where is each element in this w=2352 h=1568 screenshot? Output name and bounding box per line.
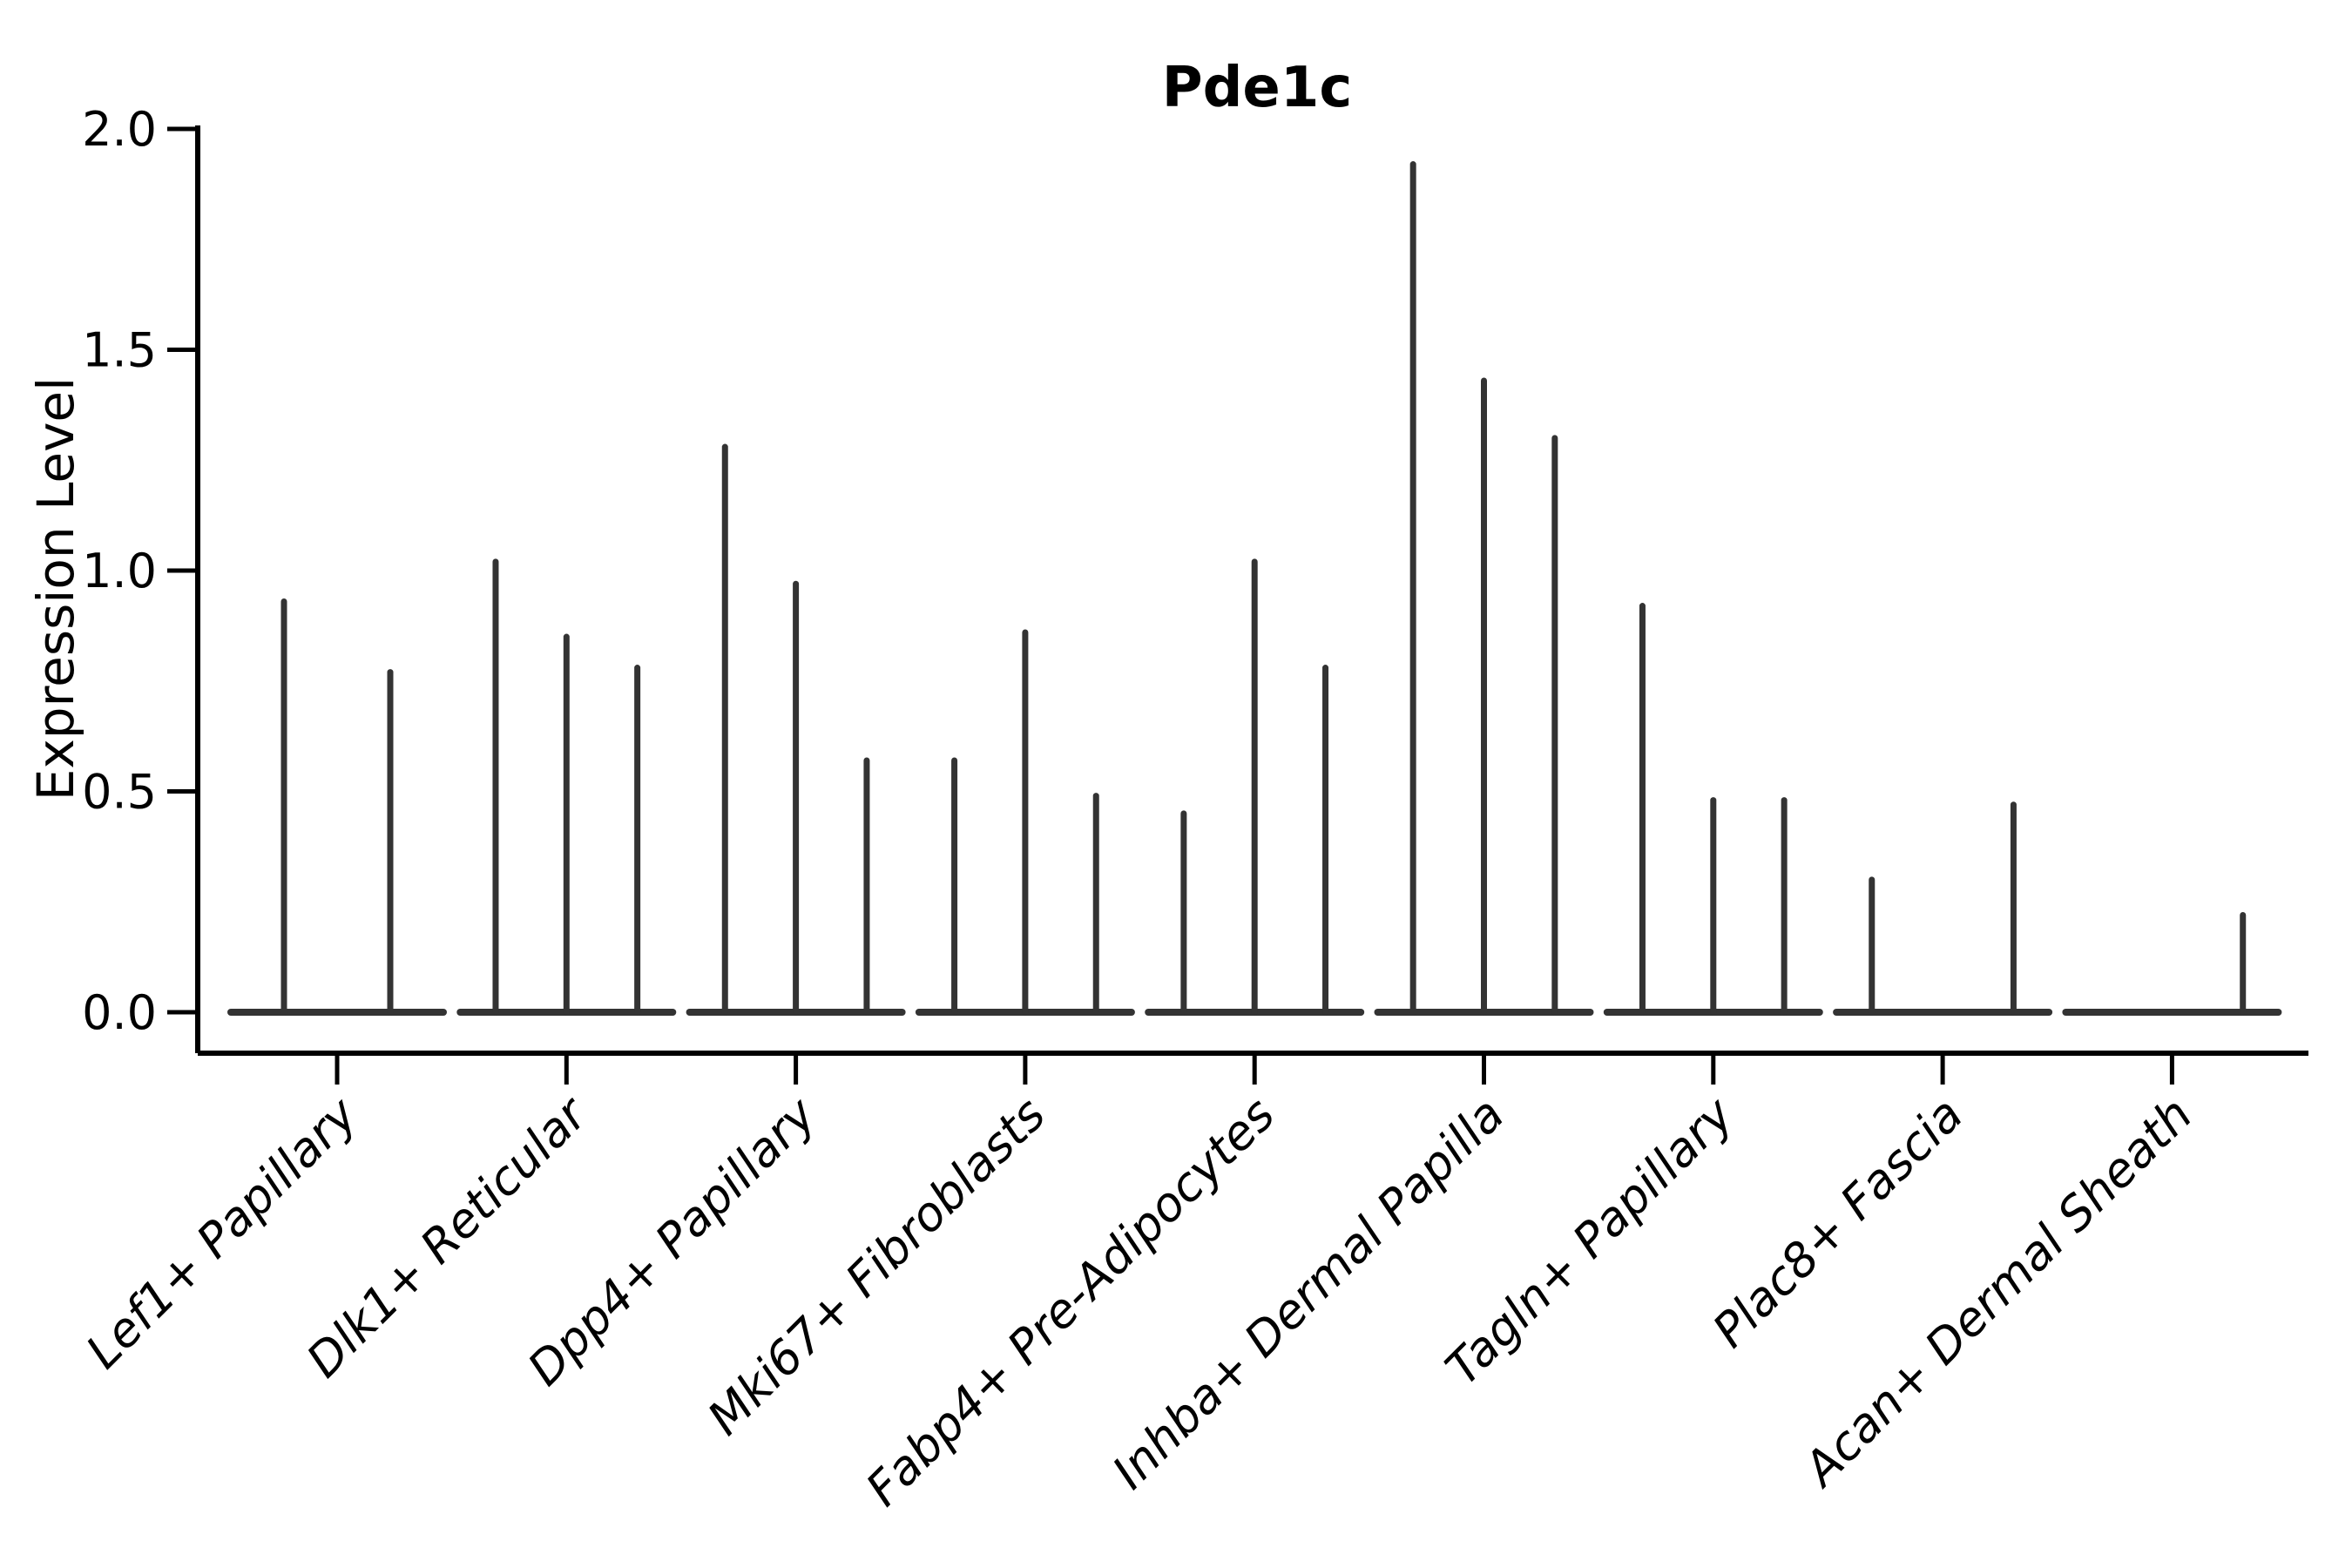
y-tick-label: 1.0: [82, 544, 157, 598]
axes-layer: [167, 125, 2308, 1085]
x-tick-label: Fabp4+ Pre-Adipocytes: [855, 1087, 1285, 1517]
y-tick-label: 2.0: [82, 102, 157, 157]
x-tick-label: Inhba+ Dermal Papilla: [1102, 1087, 1515, 1500]
x-tick-label: Acan+ Dermal Sheath: [1792, 1087, 2203, 1498]
y-tick-label: 1.5: [82, 323, 157, 378]
y-axis-label: Expression Level: [26, 377, 85, 801]
y-tick-label: 0.5: [82, 765, 157, 820]
y-tick-label: 0.0: [82, 985, 157, 1040]
chart-title: Pde1c: [1162, 56, 1353, 120]
violins-layer: [227, 161, 2282, 1016]
